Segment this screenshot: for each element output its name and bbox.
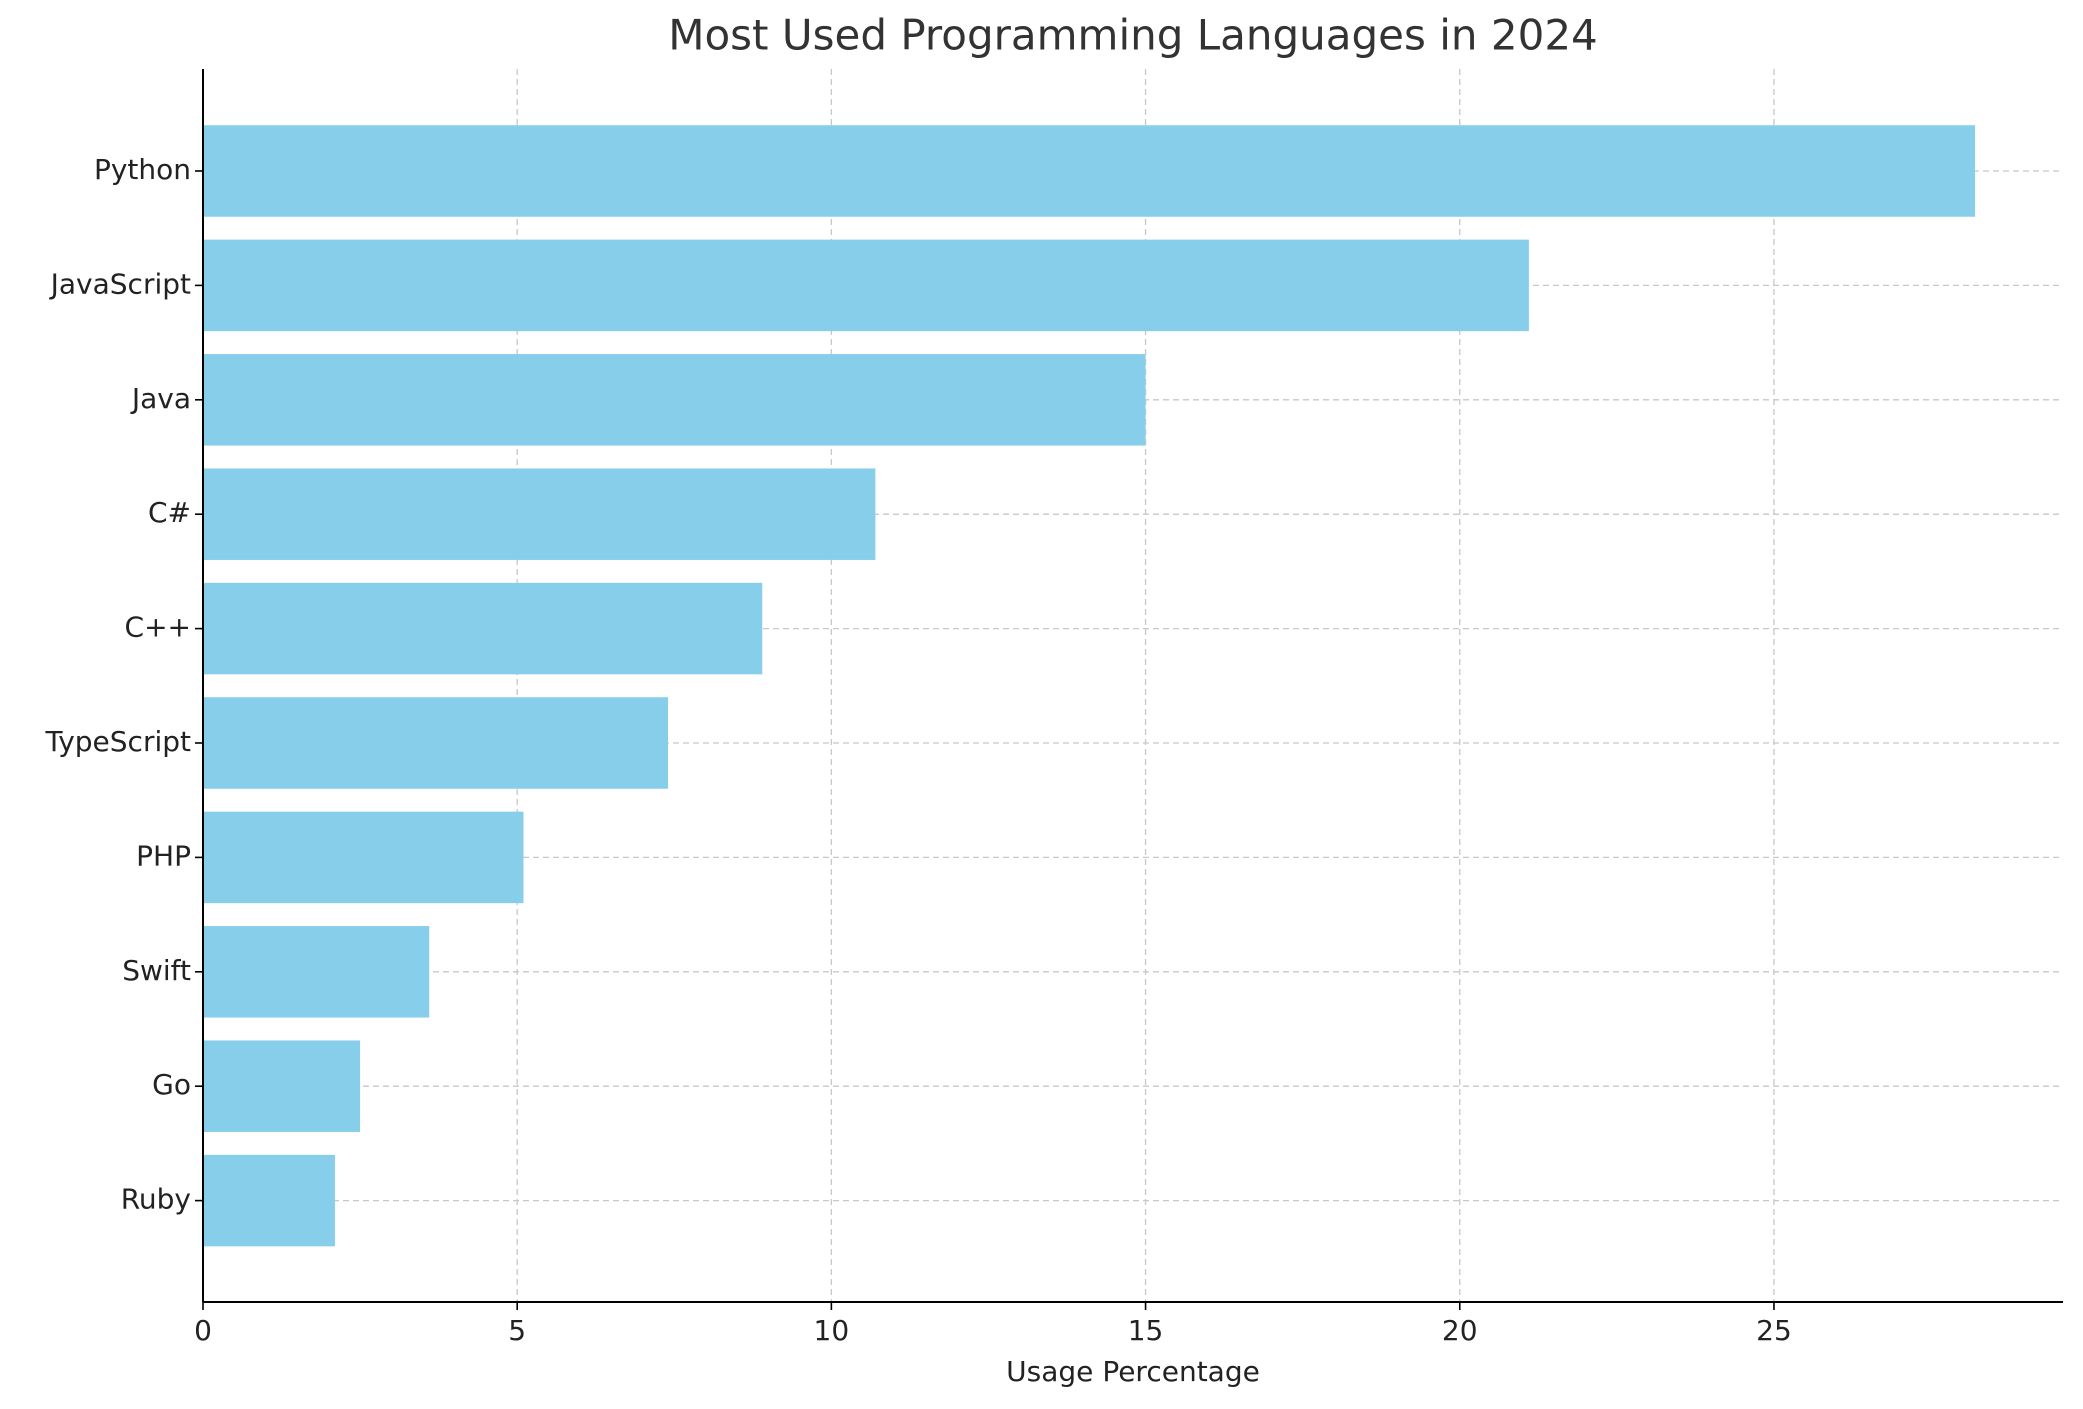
x-axis-label: Usage Percentage [1006,1355,1260,1388]
bar [203,239,1529,332]
x-tick-label: 0 [194,1314,212,1347]
x-tick-label: 20 [1442,1314,1478,1347]
bar [203,1154,335,1247]
y-tick-label: Python [94,153,191,186]
bar [203,1040,361,1132]
chart-title: Most Used Programming Languages in 2024 [668,11,1598,60]
y-tick-label: Ruby [121,1183,191,1216]
y-tick-label: Java [130,382,191,415]
x-tick-label: 15 [1128,1314,1164,1347]
bar [203,354,1146,446]
y-tick-label: C++ [125,611,191,644]
y-tick-label: Go [152,1068,191,1101]
bar [203,926,430,1018]
bar [203,697,668,789]
bar [203,811,524,904]
bar [203,468,876,560]
y-tick-label: PHP [136,839,191,872]
y-tick-label: TypeScript [44,725,191,758]
x-tick-label: 25 [1756,1314,1792,1347]
y-tick-label: JavaScript [49,267,191,300]
bar [203,582,763,675]
x-tick-label: 5 [508,1314,526,1347]
x-tick-label: 10 [814,1314,850,1347]
y-tick-label: C# [148,496,191,529]
y-tick-label: Swift [122,954,191,987]
bar [203,125,1976,217]
